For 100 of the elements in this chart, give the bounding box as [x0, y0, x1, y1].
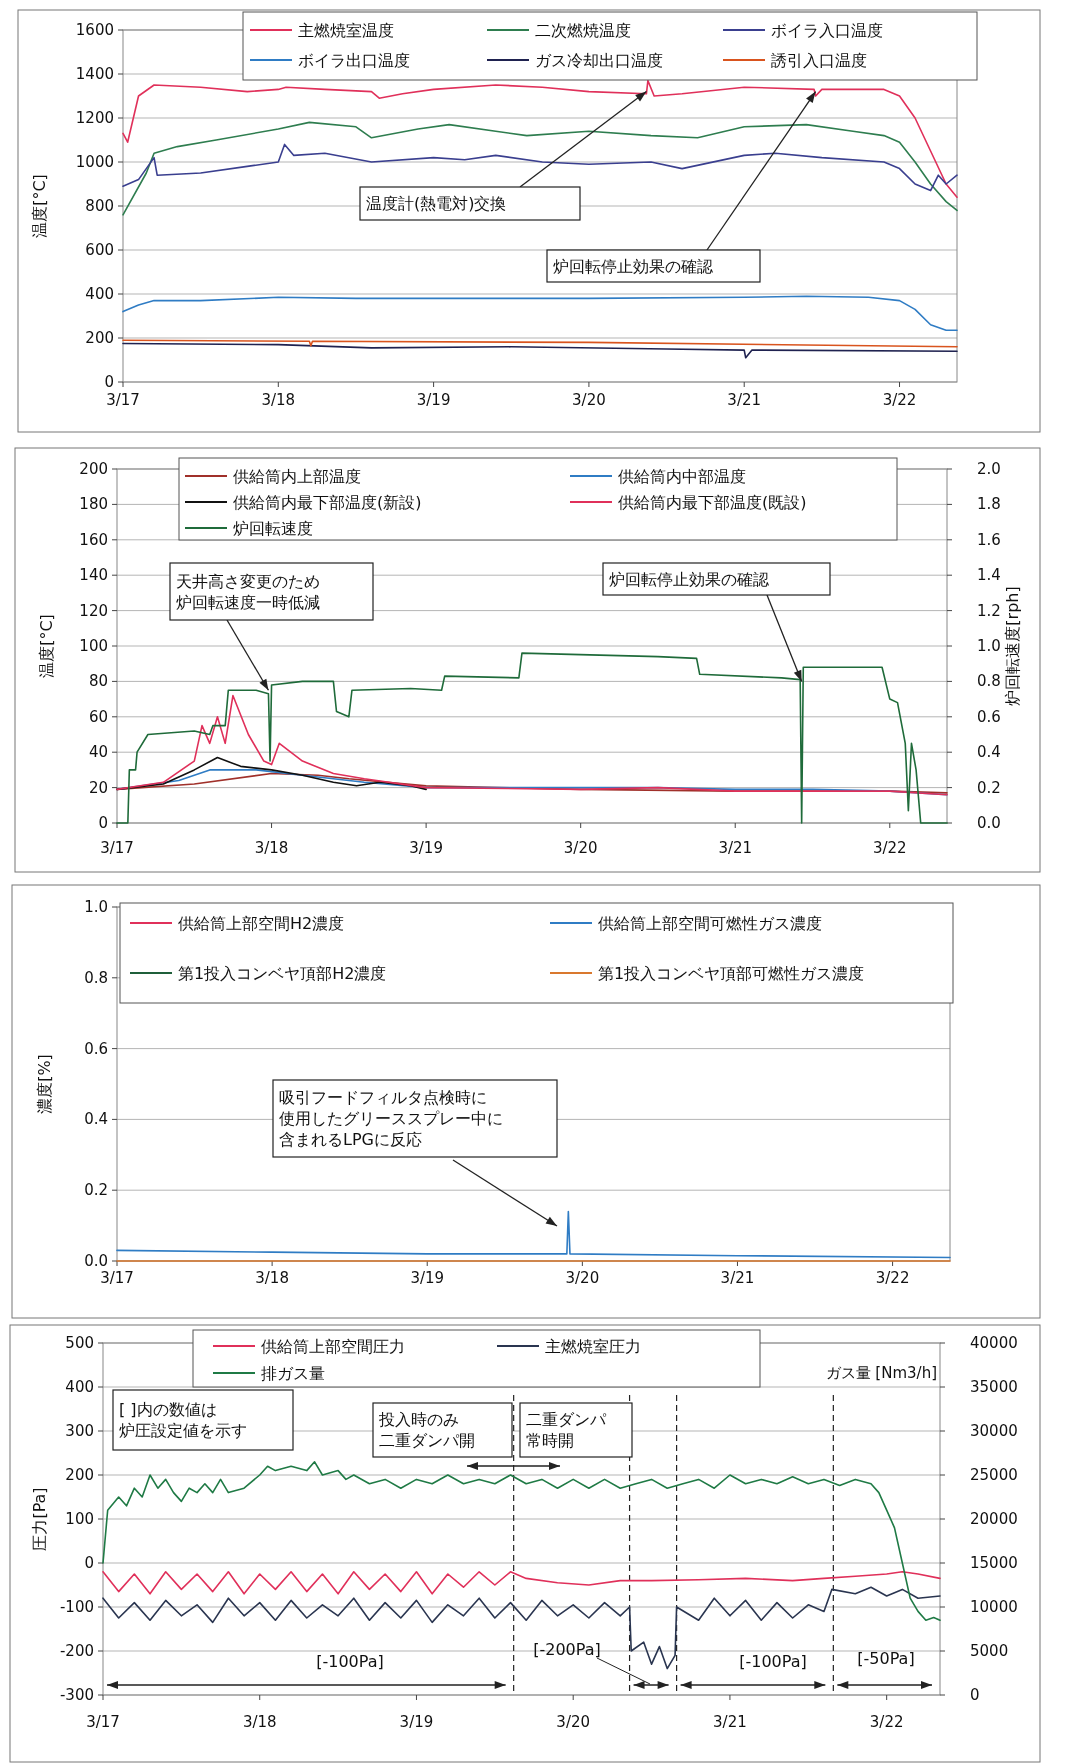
y-tick-label: 80 — [88, 672, 108, 691]
x-tick-label: 3/20 — [563, 839, 598, 857]
legend-label: 炉回転速度 — [233, 519, 313, 538]
annotation: 天井高さ変更のため炉回転速度一時低減 — [176, 571, 320, 612]
x-tick-label: 3/22 — [869, 1713, 904, 1731]
legend-label: ボイラ入口温度 — [771, 21, 883, 40]
note-box: 吸引フードフィルタ点検時に使用したグリーススプレー中に含まれるLPGに反応 — [272, 1079, 558, 1158]
y-tick-label: 200 — [79, 460, 108, 478]
x-tick-label: 3/20 — [565, 1269, 600, 1287]
annotation: [-200Pa] — [533, 1640, 601, 1659]
x-tick-label: 3/19 — [399, 1713, 434, 1731]
annotation: 炉回転停止効果の確認 — [553, 256, 713, 276]
y-tick-label: 1.0 — [84, 898, 108, 916]
x-tick-label: 3/21 — [727, 391, 762, 409]
legend-label: 供給筒上部空間H2濃度 — [178, 914, 345, 933]
y-axis-title: 温度[°C] — [30, 174, 49, 238]
legend-label: 供給筒上部空間圧力 — [261, 1337, 405, 1356]
x-tick-label: 3/18 — [254, 839, 289, 857]
y-tick-label: 60 — [88, 707, 108, 726]
annotation: 吸引フードフィルタ点検時に使用したグリーススプレー中に含まれるLPGに反応 — [279, 1088, 503, 1149]
note-box: [ ]内の数値は炉圧設定値を示す — [112, 1389, 294, 1451]
y-tick-label: 1400 — [75, 65, 114, 83]
x-tick-label: 3/22 — [875, 1269, 910, 1287]
y2-tick-label: 1.0 — [977, 637, 1001, 655]
legend-label: 供給筒内最下部温度(新設) — [233, 493, 422, 512]
y2-tick-label: 20000 — [970, 1510, 1018, 1528]
y-tick-label: 20 — [88, 778, 108, 797]
legend-label: 主燃焼室圧力 — [545, 1337, 641, 1356]
legend-label: 主燃焼室温度 — [298, 21, 394, 40]
y2-tick-label: 35000 — [970, 1378, 1018, 1396]
note-box: 炉回転停止効果の確認 — [602, 562, 831, 596]
y2-tick-label: 1.8 — [977, 495, 1001, 514]
x-tick-label: 3/18 — [261, 391, 296, 409]
x-tick-label: 3/18 — [255, 1269, 289, 1287]
y-tick-label: 0.6 — [84, 1039, 108, 1058]
y2-tick-label: 0.2 — [977, 778, 1001, 797]
y-tick-label: 0.0 — [84, 1252, 108, 1270]
y-tick-label: -200 — [59, 1642, 94, 1660]
y2-axis-title: ガス量 [Nm3/h] — [825, 1364, 937, 1382]
y-tick-label: 160 — [79, 530, 108, 549]
y-tick-label: 0 — [104, 373, 114, 391]
note-box: 温度計(熱電対)交換 — [359, 186, 581, 221]
y2-tick-label: 5000 — [970, 1642, 1009, 1660]
y-tick-label: 120 — [79, 601, 108, 620]
y-tick-label: 40 — [88, 743, 108, 762]
y-tick-label: 0.4 — [84, 1110, 108, 1129]
y2-tick-label: 30000 — [970, 1422, 1018, 1440]
y2-tick-label: 2.0 — [977, 460, 1001, 478]
legend-label: 排ガス量 — [261, 1364, 325, 1383]
legend-label: 第1投入コンベヤ頂部可燃性ガス濃度 — [598, 964, 865, 983]
y2-tick-label: 10000 — [970, 1598, 1018, 1616]
y-tick-label: 600 — [85, 241, 114, 259]
y2-tick-label: 1.2 — [977, 601, 1001, 620]
x-tick-label: 3/20 — [572, 391, 606, 409]
y-tick-label: 100 — [65, 1510, 94, 1528]
y-tick-label: 180 — [79, 495, 108, 514]
x-tick-label: 3/18 — [242, 1713, 277, 1731]
legend-label: 供給筒内上部温度 — [233, 467, 361, 486]
legend-label: ボイラ出口温度 — [298, 51, 410, 70]
y2-tick-label: 15000 — [970, 1554, 1018, 1572]
annotation: 投入時のみ二重ダンパ開 — [378, 1410, 475, 1450]
y-tick-label: 0 — [84, 1554, 94, 1572]
annotation: [-100Pa] — [739, 1652, 807, 1671]
y2-tick-label: 0.4 — [977, 743, 1001, 762]
y-tick-label: -300 — [59, 1686, 94, 1704]
y-tick-label: 200 — [65, 1466, 94, 1484]
y-tick-label: 0 — [98, 814, 108, 832]
y2-tick-label: 40000 — [970, 1334, 1018, 1352]
y-tick-label: 200 — [85, 329, 114, 347]
y2-tick-label: 0 — [970, 1686, 980, 1704]
annotation: [ ]内の数値は炉圧設定値を示す — [119, 1400, 247, 1440]
annotation: [-50Pa] — [857, 1649, 915, 1668]
x-tick-label: 3/17 — [106, 391, 140, 409]
x-tick-label: 3/19 — [410, 1269, 445, 1287]
y-tick-label: 100 — [79, 637, 108, 655]
x-tick-label: 3/17 — [100, 1269, 134, 1287]
y2-tick-label: 25000 — [970, 1466, 1018, 1484]
y-axis-title: 温度[°C] — [37, 614, 56, 678]
x-tick-label: 3/22 — [882, 391, 917, 409]
annotation: 温度計(熱電対)交換 — [366, 194, 507, 214]
annotation: [-100Pa] — [316, 1652, 384, 1671]
y-tick-label: 1600 — [75, 21, 114, 39]
y-tick-label: 800 — [85, 197, 114, 215]
y-tick-label: -100 — [59, 1598, 94, 1616]
y-tick-label: 140 — [79, 566, 108, 585]
x-tick-label: 3/19 — [416, 391, 451, 409]
y-tick-label: 1200 — [75, 109, 114, 127]
y-tick-label: 500 — [65, 1334, 94, 1352]
legend-label: 供給筒上部空間可燃性ガス濃度 — [598, 914, 822, 933]
annotation: 二重ダンパ常時開 — [526, 1410, 607, 1450]
legend-label: ガス冷却出口温度 — [535, 51, 663, 70]
legend-label: 供給筒内中部温度 — [618, 467, 746, 486]
x-tick-label: 3/17 — [100, 839, 134, 857]
note-box: 天井高さ変更のため炉回転速度一時低減 — [169, 562, 374, 621]
y2-tick-label: 0.0 — [977, 814, 1001, 832]
note-box: 二重ダンパ常時開 — [519, 1402, 633, 1458]
y2-axis-title: 炉回転速度[rph] — [1003, 586, 1022, 706]
note-box: 炉回転停止効果の確認 — [546, 249, 761, 283]
x-tick-label: 3/19 — [409, 839, 443, 857]
y-tick-label: 1000 — [75, 153, 114, 171]
